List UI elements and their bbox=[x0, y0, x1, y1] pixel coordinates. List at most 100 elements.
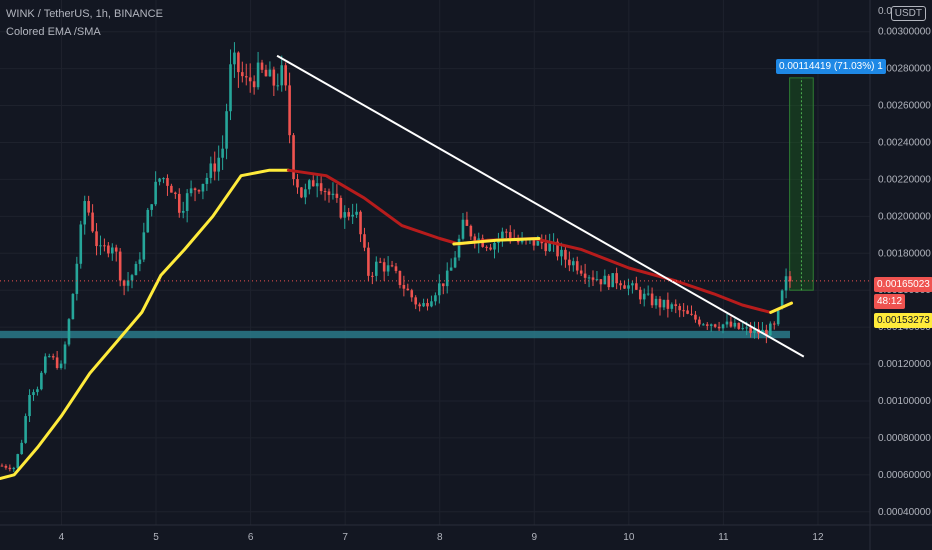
candle-body bbox=[95, 231, 98, 247]
candle-body bbox=[0, 465, 4, 467]
candle-body bbox=[686, 310, 689, 314]
x-tick-label: 6 bbox=[248, 532, 254, 543]
candle-body bbox=[71, 293, 75, 320]
candle-body bbox=[615, 273, 618, 284]
x-tick-label: 5 bbox=[153, 532, 159, 543]
candle-body bbox=[28, 394, 31, 417]
candle-body bbox=[414, 297, 417, 305]
y-tick-label: 0.00100000 bbox=[878, 396, 931, 407]
x-tick-label: 10 bbox=[623, 532, 635, 543]
candle-body bbox=[619, 283, 622, 286]
candle-body bbox=[457, 238, 461, 258]
candle-body bbox=[40, 372, 43, 390]
candle-body bbox=[749, 327, 752, 333]
candle-body bbox=[292, 135, 295, 180]
candle-body bbox=[501, 231, 504, 239]
candle-body bbox=[635, 283, 638, 290]
candle-body bbox=[587, 277, 591, 279]
candle-body bbox=[371, 275, 374, 277]
candle-body bbox=[441, 283, 445, 287]
candle-body bbox=[430, 301, 433, 307]
candle-body bbox=[579, 270, 583, 274]
y-tick-label-partial: 0.0 bbox=[878, 6, 892, 17]
candle-body bbox=[339, 197, 343, 218]
candle-body bbox=[532, 238, 536, 246]
y-tick-label: 0.00180000 bbox=[878, 248, 931, 259]
trendline bbox=[276, 54, 805, 358]
candle-body bbox=[363, 234, 366, 248]
candle-body bbox=[126, 280, 130, 286]
candle-body bbox=[327, 191, 331, 195]
x-tick-label: 11 bbox=[718, 532, 729, 543]
candle-body bbox=[24, 416, 27, 443]
candle-body bbox=[44, 356, 47, 373]
x-tick-label: 9 bbox=[532, 532, 538, 543]
candle-body bbox=[197, 190, 201, 192]
candle-body bbox=[154, 181, 157, 205]
candle-body bbox=[717, 326, 721, 329]
measure-label: 0.00114419 (71.03%) 1 bbox=[776, 59, 886, 74]
candle-body bbox=[390, 265, 394, 267]
candle-body bbox=[556, 241, 559, 257]
candle-body bbox=[288, 85, 291, 136]
candle-body bbox=[36, 389, 39, 393]
y-tick-label: 0.00260000 bbox=[878, 101, 931, 112]
current-price-tag: 0.00165023 bbox=[874, 277, 932, 292]
symbol-title: WINK / TetherUS, 1h, BINANCE bbox=[6, 8, 163, 20]
candle-body bbox=[702, 324, 705, 326]
candle-body bbox=[110, 247, 114, 254]
candle-body bbox=[138, 259, 142, 264]
candle-body bbox=[572, 261, 575, 266]
candle-body bbox=[776, 308, 780, 325]
candle-body bbox=[130, 275, 134, 281]
candle-body bbox=[611, 273, 615, 288]
candle-body bbox=[595, 279, 599, 281]
x-tick-label: 7 bbox=[342, 532, 348, 543]
candle-body bbox=[568, 259, 571, 266]
candle-body bbox=[233, 52, 236, 65]
candle-body bbox=[599, 279, 603, 285]
candle-body bbox=[16, 454, 20, 468]
currency-button[interactable]: USDT bbox=[890, 6, 926, 21]
candle-body bbox=[583, 273, 587, 278]
candle-body bbox=[493, 242, 496, 250]
candle-body bbox=[725, 321, 729, 325]
candle-body bbox=[103, 245, 106, 247]
y-tick-label: 0.00080000 bbox=[878, 433, 931, 444]
candle-body bbox=[296, 179, 299, 188]
candle-body bbox=[75, 263, 79, 294]
candle-body bbox=[745, 327, 748, 329]
candle-body bbox=[201, 183, 205, 192]
ema-value-tag: 0.00153273 bbox=[874, 313, 932, 328]
candle-body bbox=[323, 191, 327, 193]
candle-body bbox=[564, 249, 567, 260]
candle-body bbox=[51, 356, 55, 358]
candle-body bbox=[788, 276, 792, 282]
candle-body bbox=[367, 247, 370, 276]
candle-body bbox=[394, 266, 398, 271]
candle-body bbox=[284, 65, 287, 86]
candle-body bbox=[20, 442, 23, 455]
candle-body bbox=[83, 201, 87, 225]
y-tick-label: 0.00240000 bbox=[878, 137, 931, 148]
candle-body bbox=[434, 295, 437, 302]
candle-body bbox=[166, 178, 169, 186]
candle-body bbox=[646, 293, 650, 295]
x-tick-label: 8 bbox=[437, 532, 443, 543]
candle-body bbox=[772, 323, 776, 325]
candle-body bbox=[678, 306, 681, 311]
candle-body bbox=[335, 193, 339, 198]
candle-body bbox=[765, 329, 768, 336]
candle-body bbox=[304, 189, 307, 198]
candle-body bbox=[638, 289, 642, 300]
candle-body bbox=[406, 288, 410, 291]
candle-body bbox=[59, 363, 63, 368]
candle-body bbox=[308, 180, 311, 190]
candle-body bbox=[690, 313, 693, 315]
candle-body bbox=[146, 209, 150, 233]
indicator-title: Colored EMA /SMA bbox=[6, 26, 101, 38]
candle-body bbox=[485, 246, 488, 248]
candle-body bbox=[544, 243, 548, 252]
